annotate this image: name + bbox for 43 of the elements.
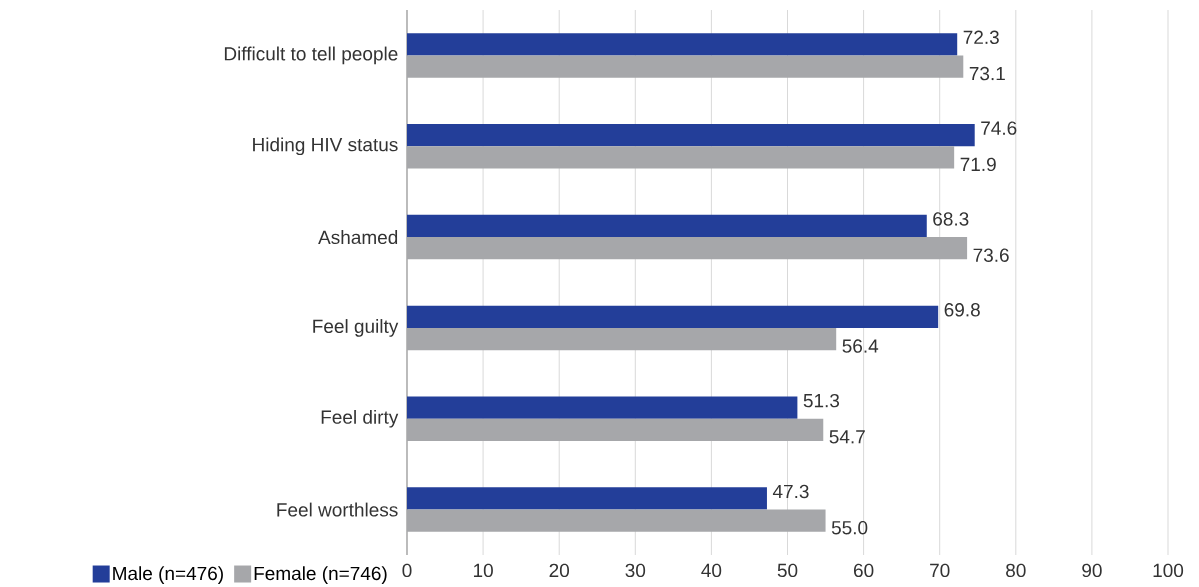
data-label: 68.3 (933, 212, 969, 226)
y-tick-label: Feel worthless (277, 502, 398, 517)
x-tick-label: 0 (402, 563, 412, 578)
data-label: 69.8 (944, 303, 980, 317)
bar (407, 396, 798, 419)
x-tick-label: 60 (853, 563, 874, 578)
bar (407, 328, 837, 351)
bar (407, 487, 767, 510)
x-tick-label: 30 (625, 563, 646, 578)
bar (407, 237, 968, 260)
y-tick-label: Difficult to tell people (224, 46, 398, 65)
bar (407, 214, 927, 238)
bar (407, 124, 975, 147)
y-tick-label: Feel dirty (321, 409, 399, 428)
data-label: 71.9 (960, 157, 996, 172)
data-label: 72.3 (963, 30, 999, 45)
data-label: 51.3 (803, 393, 840, 408)
data-label: 55.0 (831, 521, 868, 535)
legend-label: Male (n=476) (113, 566, 223, 584)
data-label: 73.1 (969, 66, 1005, 81)
legend-label: Female (n=746) (254, 566, 387, 584)
bar (407, 418, 824, 442)
data-label: 74.6 (981, 121, 1017, 135)
bar (407, 509, 826, 532)
bar (407, 55, 964, 78)
data-label: 47.3 (772, 484, 809, 499)
y-tick-label: Ashamed (318, 230, 398, 245)
bar (407, 305, 939, 329)
data-label: 73.6 (973, 248, 1009, 263)
data-label: 54.7 (829, 430, 865, 444)
bar (407, 33, 958, 56)
x-tick-label: 90 (1082, 563, 1102, 578)
y-tick-label: Feel guilty (313, 319, 399, 337)
x-tick-label: 40 (701, 563, 722, 578)
data-label: 56.4 (842, 339, 879, 353)
x-tick-label: 80 (1006, 563, 1026, 578)
bar (407, 146, 955, 169)
x-tick-label: 50 (777, 563, 798, 578)
x-tick-label: 100 (1153, 563, 1184, 578)
y-tick-label: Hiding HIV status (253, 137, 398, 156)
x-tick-label: 70 (930, 563, 950, 578)
x-tick-label: 20 (549, 563, 570, 578)
x-tick-label: 10 (473, 563, 493, 578)
